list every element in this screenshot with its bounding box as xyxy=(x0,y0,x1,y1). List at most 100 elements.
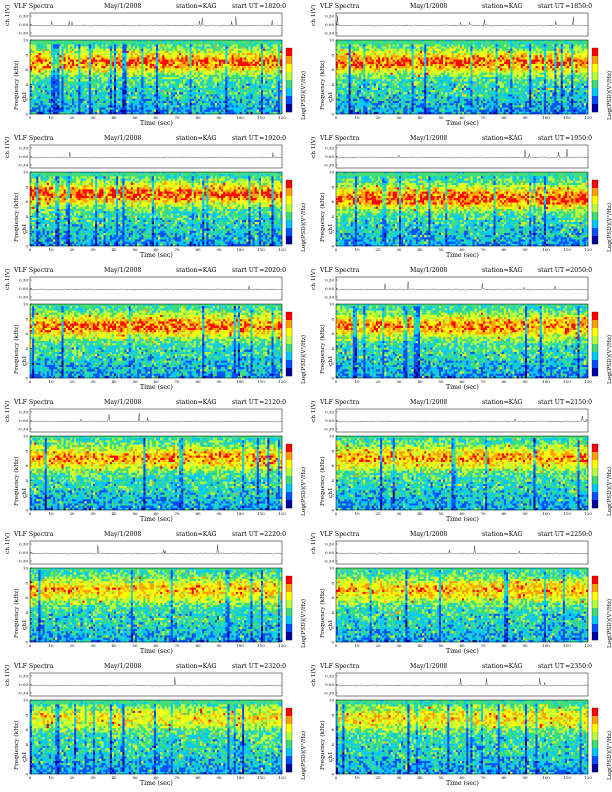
spectrogram-cell xyxy=(378,63,381,67)
spectrogram-cell xyxy=(237,107,241,110)
spectrogram-cell xyxy=(53,94,56,97)
spectrogram-cell xyxy=(166,83,169,86)
spectrogram-cell xyxy=(120,109,123,112)
spectrogram-cell xyxy=(38,83,41,86)
spectrogram-cell xyxy=(198,63,201,67)
spectrogram-cell xyxy=(126,59,129,62)
spectrogram-cell xyxy=(143,90,146,93)
spectrogram-cell xyxy=(84,92,87,95)
spectrogram-cell xyxy=(145,90,148,93)
spectrogram-cell xyxy=(386,79,389,82)
spectrogram-cell xyxy=(263,105,266,108)
spectrogram-cell xyxy=(95,59,98,62)
spectrogram-cell xyxy=(126,96,129,99)
spectrogram-cell xyxy=(57,57,60,60)
spectrogram-cell xyxy=(363,96,366,99)
spectrogram-cell xyxy=(162,44,165,47)
spectrogram-cell xyxy=(369,90,372,93)
spectrogram-cell xyxy=(67,90,71,93)
spectrogram-cell xyxy=(95,53,98,56)
spectrogram-cell xyxy=(153,53,157,56)
spectrogram-cell xyxy=(65,94,68,97)
spectrogram-cell xyxy=(340,44,343,47)
spectrogram-cell xyxy=(120,107,123,110)
spectrogram-cell xyxy=(380,53,383,56)
spectrogram-cell xyxy=(86,96,89,99)
spectrogram-cell xyxy=(344,57,347,60)
spectrogram-cell xyxy=(235,44,239,47)
spectrogram-cell xyxy=(72,81,75,84)
spectrogram-cell xyxy=(275,98,278,102)
spectrogram-cell xyxy=(248,100,251,104)
spectrogram-cell xyxy=(76,103,79,106)
spectrogram-cell xyxy=(223,92,226,95)
spectrogram-cell xyxy=(156,92,159,95)
spectrogram-cell xyxy=(32,94,35,97)
spectrogram-cell xyxy=(223,79,226,82)
spectrogram-cell xyxy=(130,74,134,78)
spectrogram-cell xyxy=(348,109,351,112)
spectrogram-cell xyxy=(219,59,222,62)
spectrogram-cell xyxy=(229,48,232,52)
spectrogram-cell xyxy=(256,42,260,45)
spectrogram-cell xyxy=(348,81,351,84)
spectrogram-cell xyxy=(74,111,77,115)
spectrogram-cell xyxy=(76,61,79,65)
spectrogram-cell xyxy=(168,94,171,97)
spectrogram-cell xyxy=(378,105,381,108)
spectrogram-cell xyxy=(367,103,370,106)
spectrogram-cell xyxy=(143,50,146,54)
spectrogram-cell xyxy=(46,72,50,75)
spectrogram-cell xyxy=(371,70,374,73)
spectrogram-cell xyxy=(252,109,255,112)
spectrogram-cell xyxy=(149,42,152,45)
spectrogram-cell xyxy=(40,53,43,56)
spectrogram-cell xyxy=(122,68,125,71)
spectrogram-cell xyxy=(346,61,349,65)
spectrogram-cell xyxy=(164,70,167,73)
spectrogram-cell xyxy=(279,53,283,56)
spectrogram-cell xyxy=(363,63,366,67)
spectrogram-cell xyxy=(231,44,234,47)
spectrogram-cell xyxy=(242,85,245,89)
spectrogram-cell xyxy=(225,81,228,84)
spectrogram-cell xyxy=(158,53,161,56)
spectrogram-cell xyxy=(130,90,134,93)
spectrogram-cell xyxy=(202,87,205,91)
spectrogram-cell xyxy=(174,63,178,67)
spectrogram-cell xyxy=(235,103,239,106)
spectrogram-cell xyxy=(352,42,356,45)
spectrogram-cell xyxy=(164,66,167,69)
spectrogram-cell xyxy=(219,85,222,89)
spectrogram-cell xyxy=(363,79,366,82)
spectrogram-cell xyxy=(153,105,157,108)
spectrogram-cell xyxy=(72,83,75,86)
spectrogram-cell xyxy=(95,79,98,82)
spectrogram-cell xyxy=(265,74,268,78)
spectrogram-cell xyxy=(55,105,58,108)
spectrogram-cell xyxy=(114,96,117,99)
spectrogram-cell xyxy=(191,94,194,97)
time-tick-label: 30 xyxy=(90,115,96,120)
spectrogram-cell xyxy=(82,68,85,71)
spectrogram-cell xyxy=(269,96,272,99)
spectrogram-cell xyxy=(258,66,262,69)
spectrogram-cell xyxy=(76,48,79,52)
spectrogram-cell xyxy=(181,111,184,115)
spectrogram-cell xyxy=(206,79,209,82)
spectrogram-cell xyxy=(250,57,253,60)
spectrogram-cell xyxy=(277,46,281,49)
spectrogram-cell xyxy=(57,85,60,89)
spectrogram-cell xyxy=(214,59,218,62)
spectrogram-cell xyxy=(350,63,353,67)
spectrogram-cell xyxy=(277,77,281,80)
spectrogram-cell xyxy=(354,74,358,78)
spectrogram-cell xyxy=(269,48,272,52)
spectrogram-cell xyxy=(240,87,243,91)
spectrogram-cell xyxy=(61,72,64,75)
spectrogram-cell xyxy=(51,96,54,99)
spectrogram-cell xyxy=(344,100,347,104)
spectrogram-cell xyxy=(168,44,171,47)
spectrogram-cell xyxy=(30,79,33,82)
spectrogram-cell xyxy=(122,92,125,95)
